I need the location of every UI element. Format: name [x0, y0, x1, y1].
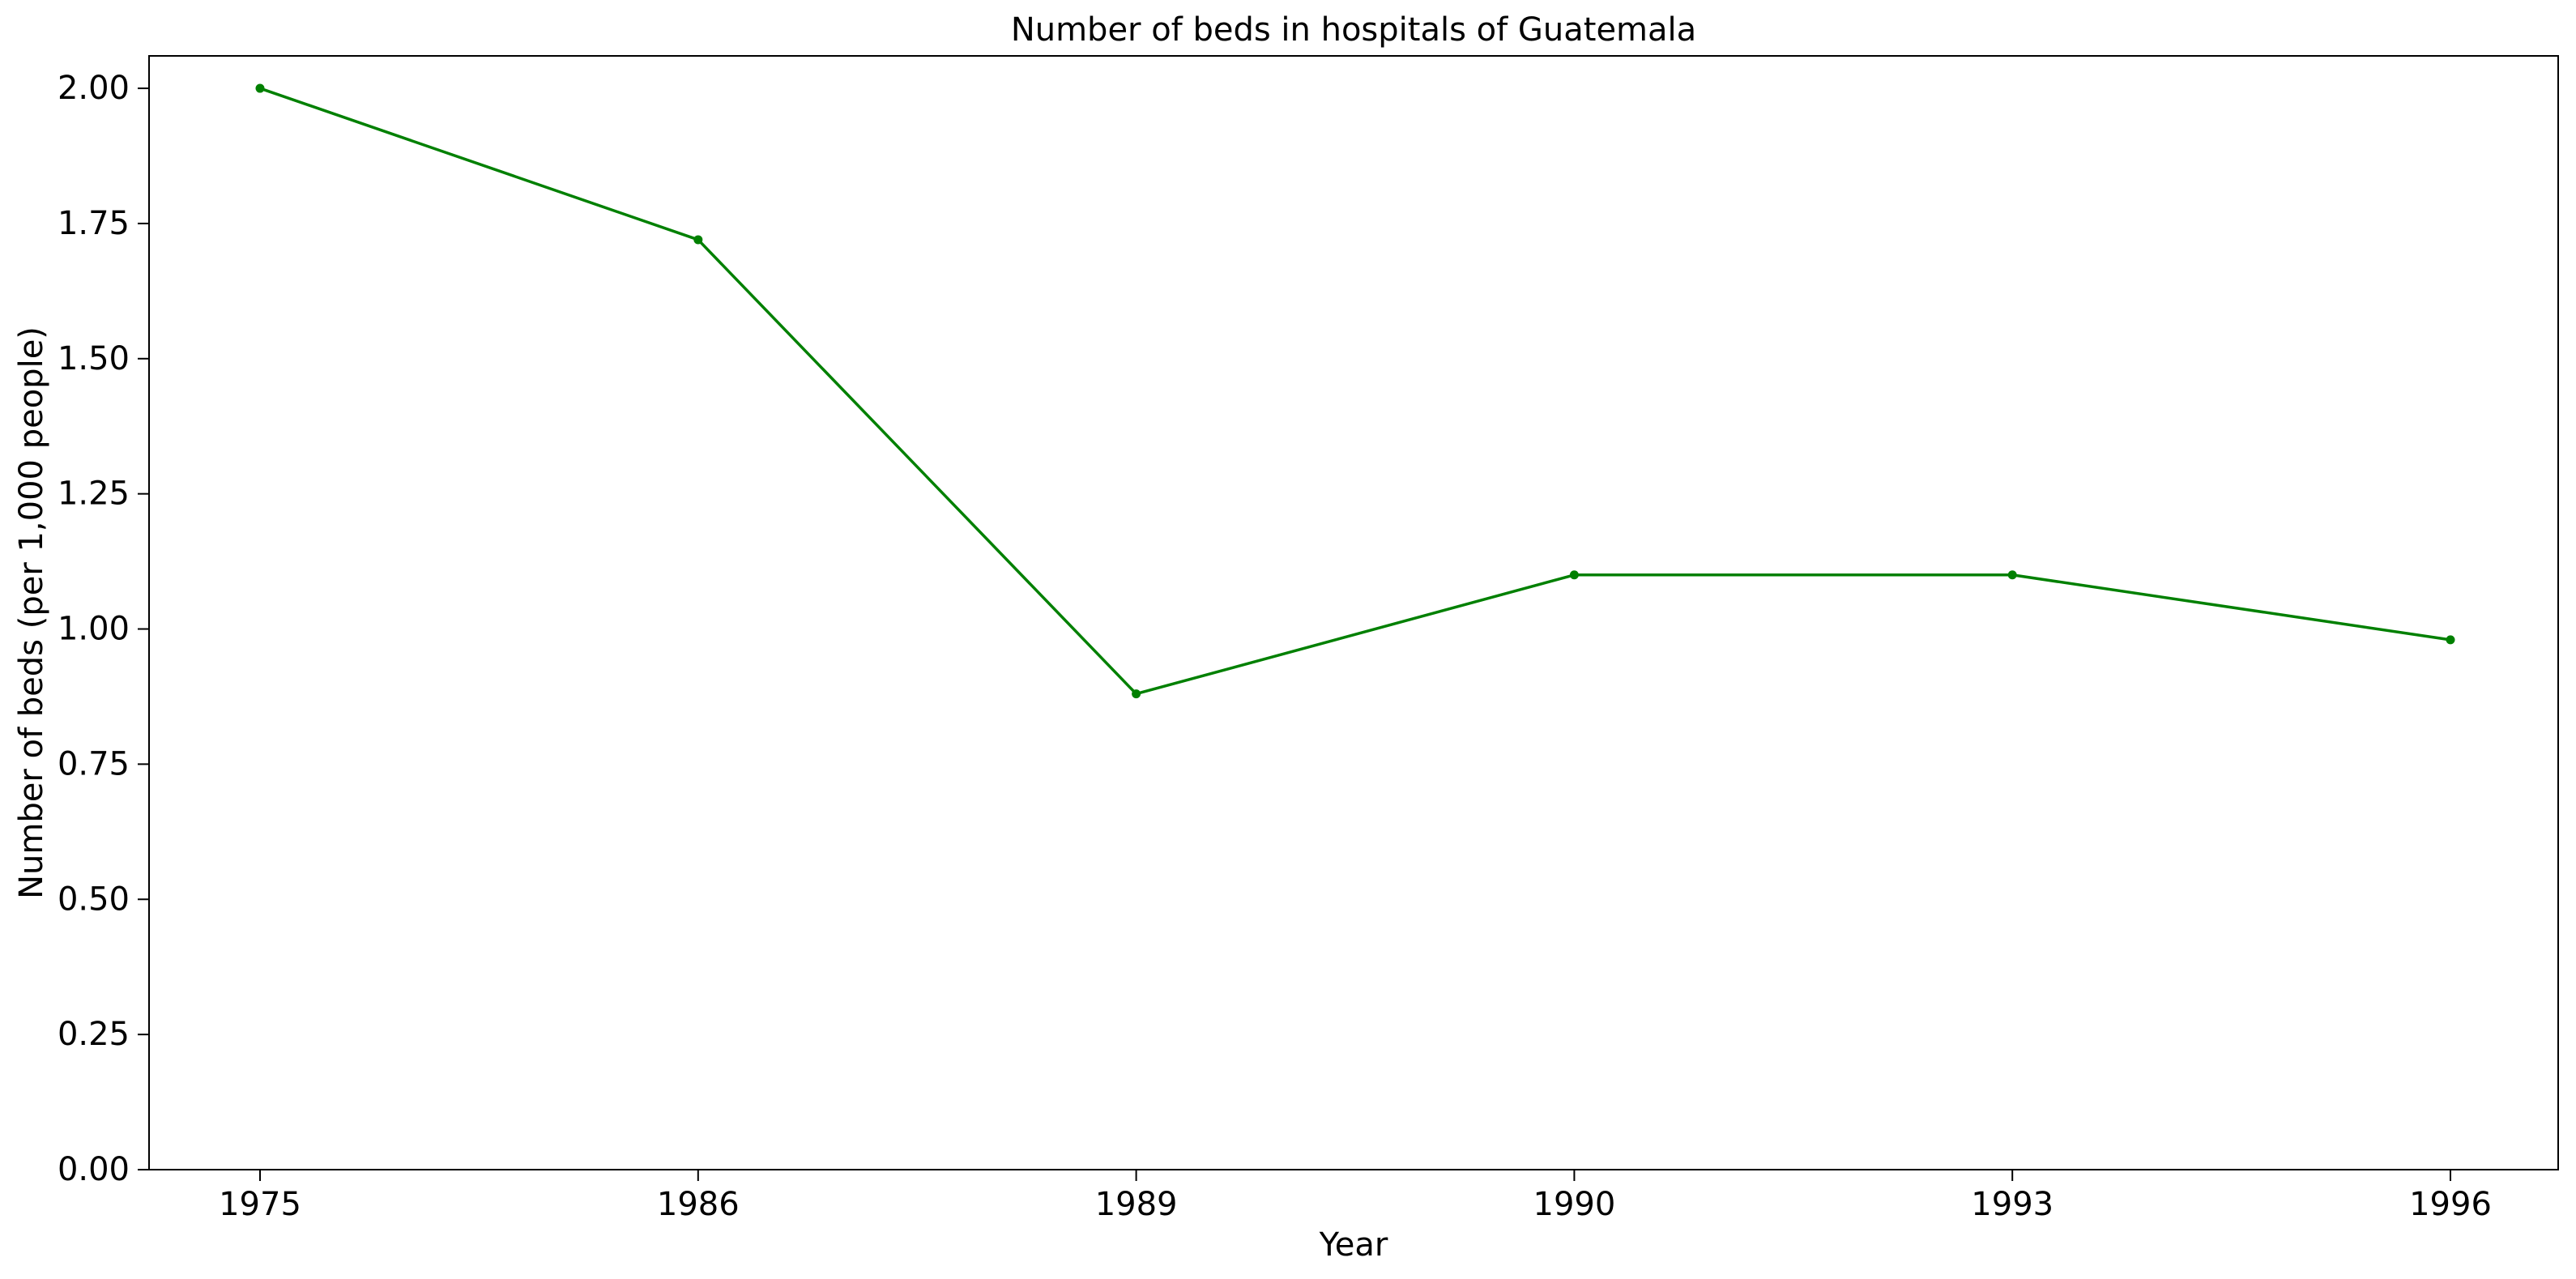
- data-point: [2007, 570, 2017, 580]
- y-axis-label: Number of beds (per 1,000 people): [13, 326, 50, 899]
- y-tick-label: 2.00: [58, 70, 130, 107]
- y-tick-label: 1.00: [58, 611, 130, 648]
- y-tick-label: 0.00: [58, 1151, 130, 1188]
- x-axis-label: Year: [1319, 1226, 1388, 1264]
- data-series: [255, 83, 2455, 699]
- series-line: [259, 87, 2451, 696]
- x-axis: 1975 1986 1989 1990 1993 1996: [219, 1170, 2492, 1223]
- x-tick-label: 1975: [219, 1186, 301, 1223]
- y-tick-label: 1.75: [58, 205, 130, 242]
- y-axis: 0.00 0.25 0.50 0.75 1.00 1.25 1.50 1.75 2.00: [58, 70, 149, 1188]
- y-tick-label: 0.50: [58, 880, 130, 918]
- plot-area: [148, 55, 2559, 1170]
- data-point: [1569, 570, 1579, 580]
- y-tick-label: 1.50: [58, 340, 130, 377]
- x-tick-label: 1996: [2409, 1186, 2492, 1223]
- data-point: [693, 235, 703, 245]
- data-point: [2446, 635, 2455, 645]
- x-tick-label: 1990: [1533, 1186, 1616, 1223]
- y-tick-label: 0.75: [58, 745, 130, 782]
- x-tick-label: 1986: [657, 1186, 740, 1223]
- x-tick-label: 1993: [1971, 1186, 2054, 1223]
- data-point: [1132, 689, 1141, 699]
- y-tick-label: 0.25: [58, 1016, 130, 1053]
- plot-frame: [148, 55, 2559, 1170]
- y-tick-label: 1.25: [58, 475, 130, 513]
- chart-title: Number of beds in hospitals of Guatemala: [1011, 11, 1696, 49]
- x-tick-label: 1989: [1095, 1186, 1178, 1223]
- data-point: [255, 83, 265, 93]
